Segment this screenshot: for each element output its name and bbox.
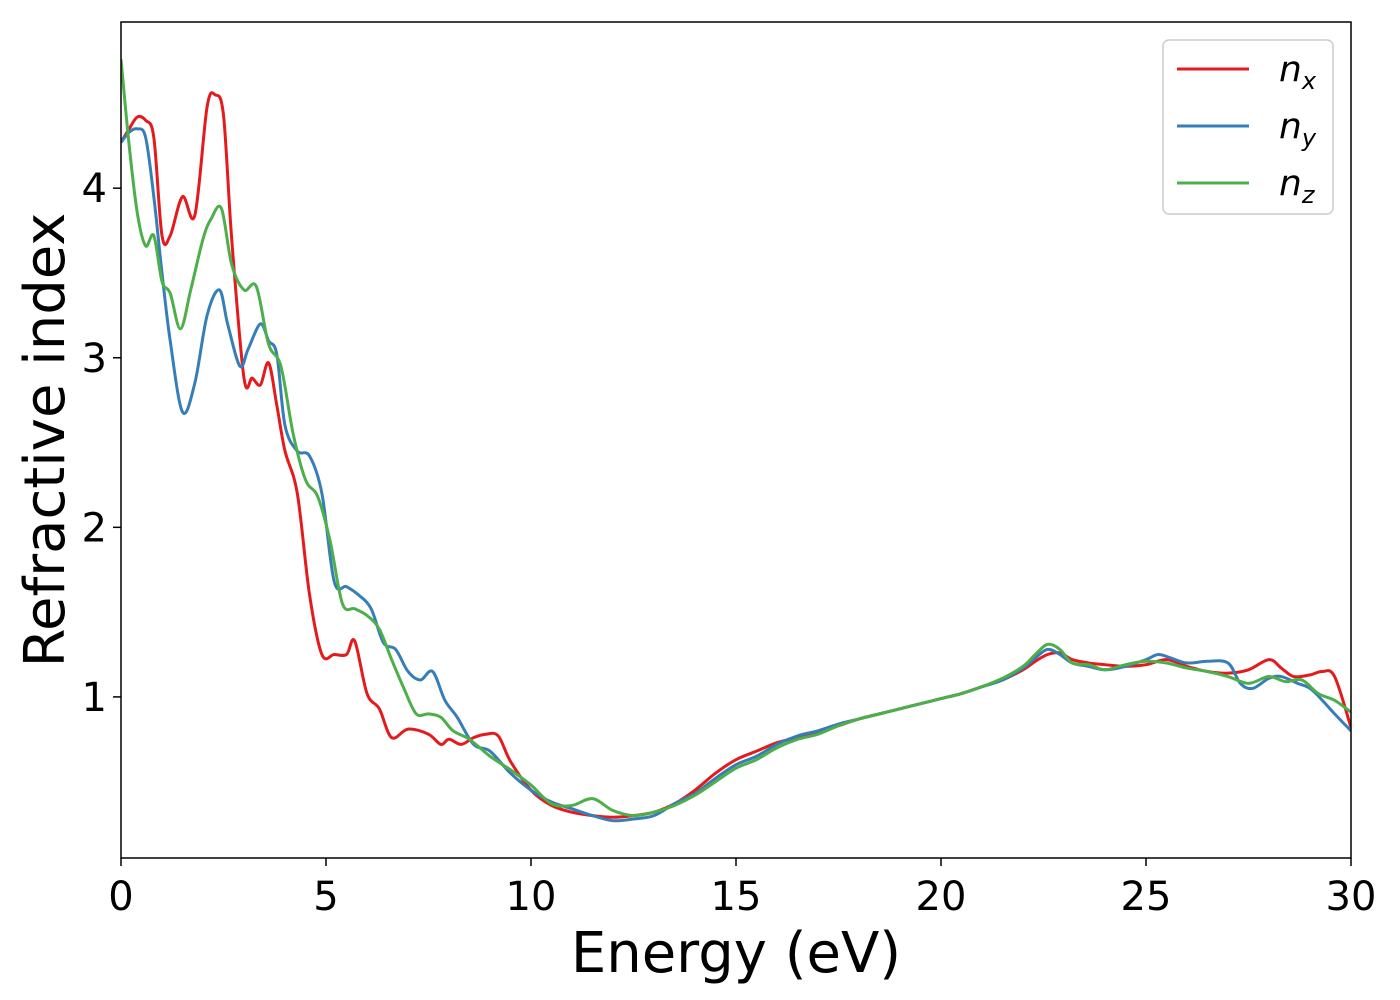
legend-label-nz: nz	[1279, 163, 1316, 209]
y-axis-label: Refractive index	[13, 213, 78, 668]
legend: nx ny nz	[1162, 39, 1334, 215]
x-tick-label: 20	[916, 874, 967, 920]
y-tick-label: 4	[82, 166, 107, 212]
x-tick-label: 30	[1326, 874, 1377, 920]
y-tick-label: 3	[82, 336, 107, 382]
series-line-nz	[121, 59, 1351, 818]
x-axis-label: Energy (eV)	[571, 921, 901, 986]
x-tick-label: 25	[1121, 874, 1172, 920]
y-tick-label: 1	[82, 675, 107, 721]
x-tick-label: 15	[711, 874, 762, 920]
x-tick-label: 5	[313, 874, 338, 920]
legend-label-nx: nx	[1279, 49, 1317, 95]
x-tick-label: 0	[108, 874, 133, 920]
series-layer	[121, 59, 1351, 823]
x-tick-label: 10	[506, 874, 557, 920]
legend-items: nx ny nz	[1177, 49, 1317, 209]
x-axis-ticks: 0 5 10 15 20 25 30	[108, 858, 1376, 920]
legend-label-ny: ny	[1279, 106, 1317, 152]
y-axis-ticks: 1 2 3 4	[82, 166, 121, 721]
y-tick-label: 2	[82, 505, 107, 551]
series-line-ny	[121, 127, 1351, 823]
